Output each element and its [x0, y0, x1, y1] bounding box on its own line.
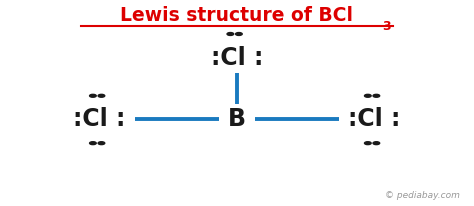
Text: :Cl :: :Cl :	[348, 108, 401, 131]
Circle shape	[236, 33, 242, 35]
Circle shape	[98, 142, 105, 145]
Circle shape	[90, 142, 96, 145]
Circle shape	[373, 94, 380, 97]
Circle shape	[98, 94, 105, 97]
Text: :Cl :: :Cl :	[211, 46, 263, 70]
Circle shape	[90, 94, 96, 97]
Text: © pediabay.com: © pediabay.com	[385, 191, 460, 200]
Circle shape	[365, 94, 371, 97]
Text: B: B	[228, 108, 246, 131]
Text: Lewis structure of BCl: Lewis structure of BCl	[120, 6, 354, 25]
Circle shape	[227, 33, 234, 35]
Text: :Cl :: :Cl :	[73, 108, 126, 131]
Circle shape	[365, 142, 371, 145]
Circle shape	[373, 142, 380, 145]
Text: 3: 3	[382, 20, 391, 33]
